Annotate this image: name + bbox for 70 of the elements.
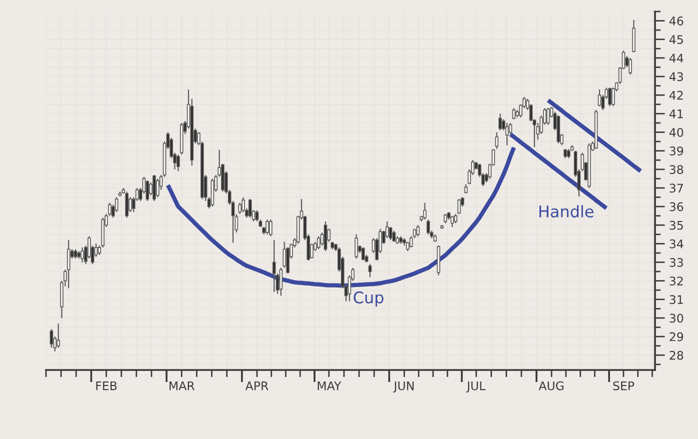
y-tick-label: 29 [670, 332, 684, 342]
y-tick-label: 33 [670, 258, 683, 267]
candlestick [392, 230, 396, 242]
y-tick-label: 28 [670, 350, 684, 360]
y-tick-label: 38 [670, 165, 684, 174]
candlestick [56, 323, 60, 348]
annotation: Cup [354, 291, 384, 307]
y-tick-label: 46 [669, 16, 684, 26]
candlestick [512, 108, 516, 120]
candlestick [454, 213, 458, 224]
candlestick [316, 236, 320, 250]
candlestick [354, 234, 358, 260]
y-tick-label: 37 [670, 184, 683, 193]
y-tick-label: 32 [670, 276, 683, 286]
y-tick-label: 43 [669, 72, 683, 82]
y-tick-label: 30 [670, 314, 684, 323]
x-tick-label: AUG [538, 381, 564, 390]
candlestick [632, 19, 636, 53]
candlestick [608, 87, 612, 107]
candlestick [50, 328, 54, 348]
candlestick [423, 202, 426, 220]
candlestick [272, 239, 276, 293]
candlestick [80, 246, 84, 263]
y-tick-label: 44 [669, 54, 684, 62]
candlestick [564, 148, 567, 159]
candlestick [146, 180, 150, 202]
candlestick [125, 191, 128, 218]
candlestick [279, 267, 283, 296]
x-tick-label: MAR [170, 381, 195, 390]
x-tick-label: MAY [318, 381, 342, 390]
y-tick-label: 39 [670, 146, 684, 156]
candlestick [66, 239, 70, 289]
candlestick [450, 215, 454, 228]
candlestick [505, 122, 509, 146]
x-tick-label: APR [245, 381, 268, 390]
candlestick [426, 218, 430, 235]
y-tick-label: 45 [669, 35, 683, 44]
candlestick [128, 196, 132, 213]
y-tick-label: 40 [669, 128, 684, 137]
line-series [546, 98, 643, 174]
candlestick [457, 198, 461, 215]
candlestick [152, 174, 156, 202]
candlestick [176, 154, 180, 172]
candlestick [598, 88, 602, 107]
candlestick [628, 57, 632, 76]
candlestick [546, 108, 550, 126]
candlestick [567, 148, 570, 159]
x-tick-label: FEB [96, 381, 117, 390]
candlestick [444, 213, 448, 224]
y-tick-label: 42 [669, 90, 683, 100]
y-tick-label: 31 [670, 295, 683, 304]
x-tick-label: SEP [613, 381, 634, 390]
candlestick [368, 264, 372, 278]
y-tick-label: 35 [670, 220, 683, 230]
candlestick [156, 178, 160, 198]
x-tick-label: JUN [393, 381, 414, 392]
y-tick-label: 34 [670, 239, 684, 248]
candlestick [74, 248, 78, 260]
y-tick-label: 36 [670, 202, 684, 212]
candlestick [266, 218, 269, 235]
candlestick [269, 218, 272, 237]
x-tick-label: JUL [466, 381, 486, 392]
candlestick [464, 184, 468, 194]
candlestick [495, 132, 498, 150]
annotation: Handle [539, 205, 594, 218]
candlestick [248, 198, 252, 218]
candlestick [416, 224, 420, 237]
candlestick [362, 246, 365, 261]
candlestick [498, 113, 502, 131]
y-tick-label: 41 [669, 110, 683, 118]
